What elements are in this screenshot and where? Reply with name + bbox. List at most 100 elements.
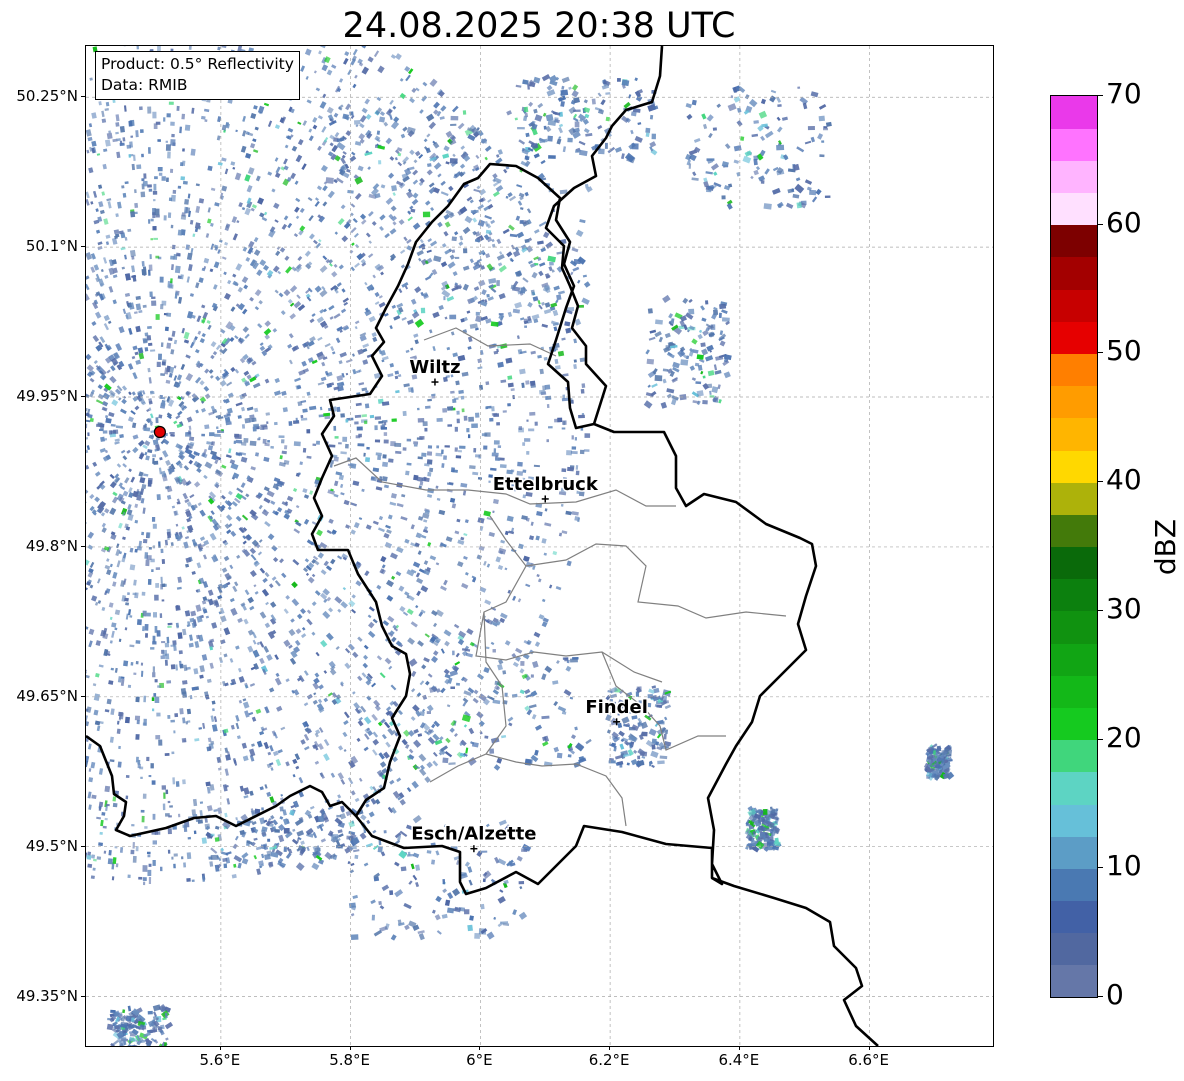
colorbar-segment <box>1051 417 1097 451</box>
colorbar-segment <box>1051 160 1097 194</box>
colorbar-tick-label: 20 <box>1106 720 1142 754</box>
border-segment-1 <box>86 734 357 838</box>
lon-tick-label: 6.2°E <box>588 1051 630 1069</box>
colorbar-segment <box>1051 385 1097 419</box>
lon-tick <box>609 1046 611 1050</box>
colorbar-tick <box>1097 95 1103 96</box>
colorbar-tick <box>1097 481 1103 483</box>
colorbar-segment <box>1051 964 1097 997</box>
canton-border-5 <box>429 611 507 783</box>
lat-tick-label: 50.1°N <box>25 237 78 256</box>
map-title: 24.08.2025 20:38 UTC <box>342 6 736 46</box>
colorbar-segment <box>1051 321 1097 355</box>
colorbar-unit-label: dBZ <box>1149 518 1182 576</box>
lat-tick-label: 49.8°N <box>25 536 78 555</box>
canton-border-2 <box>475 515 663 683</box>
canton-borders <box>333 327 787 827</box>
city-label: Ettelbruck <box>493 474 599 495</box>
colorbar-segment <box>1051 449 1097 483</box>
canton-border-6 <box>485 753 627 827</box>
canton-border-0 <box>423 327 557 357</box>
country-border <box>86 46 879 1046</box>
city-marker: Findel <box>584 695 649 726</box>
colorbar-segment <box>1051 578 1097 612</box>
colorbar-tick-label: 40 <box>1106 463 1142 497</box>
colorbar-tick <box>1097 738 1103 740</box>
lat-tick-label: 49.5°N <box>25 836 78 855</box>
lon-tick-label: 6.4°E <box>718 1051 760 1069</box>
colorbar-tick <box>1097 223 1103 225</box>
lat-tick-label: 49.35°N <box>16 986 78 1005</box>
colorbar-segment <box>1051 900 1097 934</box>
city-label: Wiltz <box>409 357 460 378</box>
colorbar-segment <box>1051 546 1097 580</box>
colorbar-tick-label: 10 <box>1106 849 1142 883</box>
canton-border-1 <box>333 457 676 507</box>
lon-tick <box>219 1046 221 1050</box>
lat-tick <box>81 695 85 697</box>
lon-tick <box>349 1046 351 1050</box>
lat-tick <box>81 845 85 847</box>
colorbar-segment <box>1051 868 1097 902</box>
colorbar-segment <box>1051 836 1097 869</box>
city-label: Esch/Alzette <box>411 824 536 845</box>
colorbar-tick-label: 60 <box>1106 205 1142 239</box>
colorbar-tick <box>1097 609 1103 611</box>
colorbar-tick-label: 0 <box>1106 978 1124 1011</box>
colorbar-segment <box>1051 643 1097 676</box>
lat-tick-label: 49.65°N <box>16 686 78 705</box>
lon-tick-label: 6.6°E <box>848 1051 890 1069</box>
colorbar-segment <box>1051 707 1097 741</box>
city-marker: Esch/Alzette <box>410 822 538 853</box>
colorbar-segment <box>1051 514 1097 548</box>
colorbar-tick <box>1097 996 1103 997</box>
colorbar-segment <box>1051 192 1097 226</box>
city-marker: Ettelbruck <box>491 472 600 503</box>
lon-tick <box>479 1046 481 1050</box>
colorbar-tick-label: 70 <box>1106 77 1142 110</box>
colorbar-tick-label: 30 <box>1106 591 1142 625</box>
colorbar-segment <box>1051 224 1097 258</box>
border-segment-3 <box>711 876 879 1046</box>
city-markers: Wiltz Ettelbruck Findel Esch/Alzette <box>153 356 649 853</box>
colorbar-segment <box>1051 353 1097 387</box>
lon-tick-label: 5.8°E <box>329 1051 371 1069</box>
lat-tick <box>81 396 85 398</box>
colorbar-tick <box>1097 867 1103 869</box>
lat-tick <box>81 246 85 248</box>
colorbar-segment <box>1051 739 1097 773</box>
city-marker: Wiltz <box>408 356 462 386</box>
colorbar-segment <box>1051 128 1097 161</box>
colorbar-segment <box>1051 932 1097 966</box>
dbz-colorbar <box>1050 95 1098 998</box>
lat-tick <box>81 995 85 997</box>
colorbar-segment <box>1051 256 1097 290</box>
colorbar-segment <box>1051 96 1097 129</box>
lat-tick-label: 49.95°N <box>16 387 78 406</box>
lat-tick <box>81 545 85 547</box>
lat-tick <box>81 96 85 98</box>
data-source-text: Data: RMIB <box>101 76 188 94</box>
radar-site-marker <box>153 425 166 439</box>
border-segment-0 <box>310 162 818 896</box>
colorbar-tick-label: 50 <box>1106 334 1142 368</box>
colorbar-segment <box>1051 803 1097 837</box>
colorbar-tick <box>1097 352 1103 354</box>
colorbar-segment <box>1051 289 1097 322</box>
city-label: Findel <box>585 697 648 718</box>
radar-map[interactable]: Wiltz Ettelbruck Findel Esch/Alzette <box>85 45 994 1047</box>
colorbar-segment <box>1051 610 1097 644</box>
lat-tick-label: 50.25°N <box>16 87 78 106</box>
lon-tick-label: 5.6°E <box>199 1051 241 1069</box>
product-info-box: Product: 0.5° Reflectivity Data: RMIB <box>95 51 300 100</box>
lon-tick <box>868 1046 870 1050</box>
canton-border-4 <box>601 651 726 751</box>
colorbar-segment <box>1051 482 1097 515</box>
border-segment-2 <box>544 46 664 425</box>
lon-tick-label: 6°E <box>466 1051 493 1069</box>
radar-map-canvas: Wiltz Ettelbruck Findel Esch/Alzette <box>86 46 993 1046</box>
colorbar-segment <box>1051 675 1097 708</box>
canton-border-3 <box>525 543 787 619</box>
lon-tick <box>738 1046 740 1050</box>
reflectivity-echoes <box>86 46 955 1046</box>
